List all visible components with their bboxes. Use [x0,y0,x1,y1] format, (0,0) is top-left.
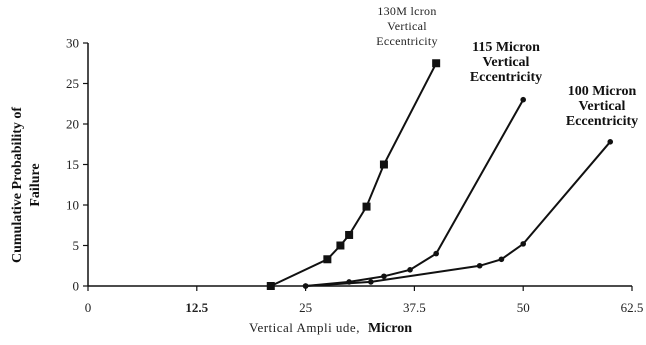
x-tick-label: 50 [517,300,530,315]
series-2-point [520,96,526,103]
series-label-line: Eccentricity [376,34,438,48]
series-1-point [266,282,275,290]
series-label-line: 100 Micron [568,84,637,99]
y-ticks: 0 5 10 15 20 25 30 [66,36,88,294]
y-tick-label: 5 [73,238,80,253]
x-tick-label: 37.5 [403,300,426,315]
series-line-1 [270,62,438,287]
x-axis-label: Vertical Ampli ude, Micron [249,319,412,336]
x-tick-label: 12.5 [185,300,208,315]
series-1-point [432,59,441,68]
series-3-point [476,262,483,269]
y-tick-label: 30 [66,36,79,51]
series-2-point [433,250,439,257]
series-label-line: Vertical [483,55,530,70]
series-3-point [302,283,309,289]
series-1-point [362,202,371,211]
series-label-line: 130M lcron [377,4,436,18]
series-3-point [520,241,526,247]
series-label-line: Eccentricity [566,114,638,129]
series-layer [266,59,614,290]
y-axis-label-line-2: Failure [28,163,43,206]
series-label-line: Eccentricity [470,70,542,85]
series-labels: 130M lcron Vertical Eccentricity 115 Micron… [376,4,638,129]
series-3-point [368,279,374,285]
series-label-2: 115 Micron Vertical Eccentricity [470,40,542,85]
x-tick-label: 62.5 [621,300,644,315]
series-label-line: Vertical [387,19,427,33]
y-tick-label: 20 [66,117,79,132]
series-label-1: 130M lcron Vertical Eccentricity [376,4,438,48]
x-ticks: 0 12.5 25 37.5 50 62.5 [85,286,644,315]
x-axis-label-text: Vertical Ampli ude, [249,320,360,335]
x-tick-label: 25 [299,300,312,315]
series-1-point [323,255,332,264]
series-3-point [498,256,505,263]
y-tick-label: 10 [66,198,79,213]
y-tick-label: 15 [66,157,79,172]
series-line-2 [305,99,525,287]
y-axis-label-line-1: Cumulative Probability of [10,107,25,263]
series-1-point [345,230,354,239]
series-label-line: 115 Micron [472,40,540,55]
series-label-3: 100 Micron Vertical Eccentricity [566,84,638,129]
series-2-point [407,267,413,273]
series-label-line: Vertical [579,99,626,114]
series-line-3 [305,141,611,287]
series-1-point [336,241,345,250]
series-3-point [607,139,614,145]
series-1-point [379,160,388,169]
x-tick-label: 0 [85,300,92,315]
x-axis-label-unit: Micron [368,321,412,336]
y-tick-label: 0 [73,279,80,294]
y-tick-label: 25 [66,76,79,91]
series-2-point [381,273,387,280]
